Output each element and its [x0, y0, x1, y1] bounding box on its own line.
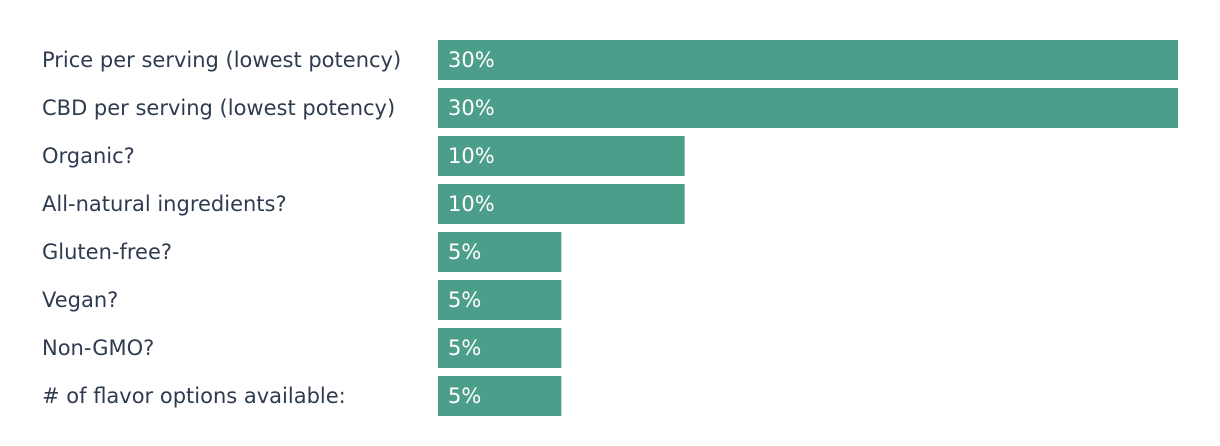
value-label: 10% — [448, 192, 495, 216]
value-label: 30% — [448, 48, 495, 72]
value-label: 5% — [448, 240, 481, 264]
bar — [438, 40, 1178, 80]
value-label: 5% — [448, 336, 481, 360]
value-label: 10% — [448, 144, 495, 168]
bar — [438, 328, 562, 368]
value-label: 5% — [448, 384, 481, 408]
value-label: 30% — [448, 96, 495, 120]
category-label: Price per serving (lowest potency) — [42, 48, 401, 72]
category-label: Organic? — [42, 144, 135, 168]
bar — [438, 136, 685, 176]
bar — [438, 280, 562, 320]
bar — [438, 376, 562, 416]
category-label: Gluten-free? — [42, 240, 172, 264]
category-label: # of flavor options available: — [42, 384, 346, 408]
category-label: All-natural ingredients? — [42, 192, 287, 216]
bar — [438, 88, 1178, 128]
category-label: CBD per serving (lowest potency) — [42, 96, 395, 120]
bar — [438, 232, 562, 272]
bar — [438, 184, 685, 224]
value-label: 5% — [448, 288, 481, 312]
category-label: Non-GMO? — [42, 336, 154, 360]
category-label: Vegan? — [42, 288, 118, 312]
